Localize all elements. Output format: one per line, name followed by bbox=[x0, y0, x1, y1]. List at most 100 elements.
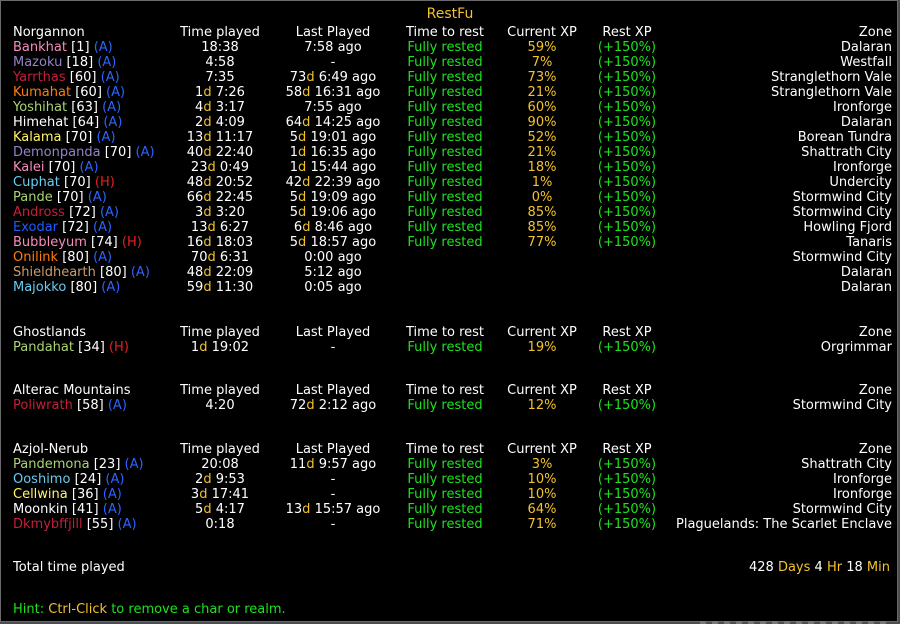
time-played-time-value: 4:20 bbox=[205, 398, 235, 413]
time-played: 3d 17:41 bbox=[180, 487, 260, 502]
character-level: [63] bbox=[71, 100, 98, 115]
time-played: 48d 20:52 bbox=[180, 175, 260, 190]
realm-name[interactable]: Alterac Mountains bbox=[13, 383, 131, 398]
faction-value: A bbox=[101, 130, 111, 145]
time-played-time-value: 6:31 bbox=[219, 250, 250, 265]
character-cell[interactable]: Pandemona [23] (A) bbox=[13, 457, 144, 472]
time-played-time-value: 19:02 bbox=[211, 340, 250, 355]
character-name: Shieldhearth bbox=[13, 265, 96, 280]
time-played: 23d 0:49 bbox=[180, 160, 260, 175]
character-cell[interactable]: Onilink [80] (A) bbox=[13, 250, 112, 265]
character-cell[interactable]: Ooshimo [24] (A) bbox=[13, 472, 124, 487]
character-cell[interactable]: Demonpanda [70] (A) bbox=[13, 145, 155, 160]
character-cell[interactable]: Cuphat [70] (H) bbox=[13, 175, 115, 190]
rest-xp: (+150%) bbox=[597, 398, 657, 413]
character-row[interactable]: Yarrthas [60] (A) 7:35 73d 6:49 ago Fully r… bbox=[0, 70, 900, 85]
character-row[interactable]: Majokko [80] (A) 59d 11:30 0:05 ago Dalaran bbox=[0, 280, 900, 295]
character-row[interactable]: Kalei [70] (A) 23d 0:49 1d 15:44 ago Fully … bbox=[0, 160, 900, 175]
character-cell[interactable]: Andross [72] (A) bbox=[13, 205, 119, 220]
character-cell[interactable]: Yoshihat [63] (A) bbox=[13, 100, 121, 115]
character-row[interactable]: Yoshihat [63] (A) 4d 3:17 7:55 ago Fully re… bbox=[0, 100, 900, 115]
last-played-days-unit: d bbox=[298, 160, 307, 175]
character-level: [74] bbox=[91, 235, 118, 250]
character-row[interactable]: Himehat [64] (A) 2d 4:09 64d 14:25 ago Full… bbox=[0, 115, 900, 130]
character-row[interactable]: Onilink [80] (A) 70d 6:31 0:00 ago Stormwin… bbox=[0, 250, 900, 265]
time-played-days-value: 48 bbox=[186, 265, 204, 280]
total-hours-unit: Hr bbox=[826, 560, 843, 575]
character-row[interactable]: Mazoku [18] (A) 4:58 - Fully rested 7% (+150%… bbox=[0, 55, 900, 70]
character-row[interactable]: Bubbleyum [74] (H) 16d 18:03 5d 18:57 ago F… bbox=[0, 235, 900, 250]
character-cell[interactable]: Shieldhearth [80] (A) bbox=[13, 265, 150, 280]
character-cell[interactable]: Moonkin [41] (A) bbox=[13, 502, 122, 517]
last-played-days-value: 6 bbox=[293, 220, 303, 235]
character-row[interactable]: Kalama [70] (A) 13d 11:17 5d 19:01 ago Full… bbox=[0, 130, 900, 145]
character-cell[interactable]: Kumahat [60] (A) bbox=[13, 85, 125, 100]
character-level-value: 80 bbox=[67, 250, 84, 265]
character-row[interactable]: Bankhat [1] (A) 18:38 7:58 ago Fully rested… bbox=[0, 40, 900, 55]
character-cell[interactable]: Pandahat [34] (H) bbox=[13, 340, 129, 355]
character-name: Bankhat bbox=[13, 40, 67, 55]
realm-name[interactable]: Norgannon bbox=[13, 25, 85, 40]
character-row[interactable]: Moonkin [41] (A) 5d 4:17 13d 15:57 ago Full… bbox=[0, 502, 900, 517]
realm-name[interactable]: Ghostlands bbox=[13, 325, 86, 340]
time-played-days-unit: d bbox=[203, 145, 212, 160]
character-cell[interactable]: Exodar [72] (A) bbox=[13, 220, 112, 235]
rest-xp: (+150%) bbox=[597, 115, 657, 130]
character-name: Moonkin bbox=[13, 502, 68, 517]
current-xp: 90% bbox=[527, 115, 557, 130]
character-cell[interactable]: Himehat [64] (A) bbox=[13, 115, 122, 130]
character-row[interactable]: Pandahat [34] (H) 1d 19:02 - Fully rested 19… bbox=[0, 340, 900, 355]
header-time-played: Time played bbox=[180, 325, 260, 340]
character-cell[interactable]: Cellwina [36] (A) bbox=[13, 487, 122, 502]
character-row[interactable]: Shieldhearth [80] (A) 48d 22:09 5:12 ago Da… bbox=[0, 265, 900, 280]
character-cell[interactable]: Dkmybffjill [55] (A) bbox=[13, 517, 137, 532]
time-played-days-value: 1 bbox=[190, 340, 200, 355]
time-to-rest: Fully rested bbox=[407, 70, 483, 85]
character-row[interactable]: Cellwina [36] (A) 3d 17:41 - Fully rested 10… bbox=[0, 487, 900, 502]
character-cell[interactable]: Yarrthas [60] (A) bbox=[13, 70, 120, 85]
character-row[interactable]: Kumahat [60] (A) 1d 7:26 58d 16:31 ago Full… bbox=[0, 85, 900, 100]
current-xp: 60% bbox=[527, 100, 557, 115]
character-name: Poliwrath bbox=[13, 398, 73, 413]
character-row[interactable]: Pande [70] (A) 66d 22:45 5d 19:09 ago Fully… bbox=[0, 190, 900, 205]
time-played: 18:38 bbox=[180, 40, 260, 55]
faction-badge: (A) bbox=[101, 280, 121, 295]
faction-value: A bbox=[107, 100, 117, 115]
realm-name[interactable]: Azjol-Nerub bbox=[13, 442, 89, 457]
character-row[interactable]: Poliwrath [58] (A) 4:20 72d 2:12 ago Fully … bbox=[0, 398, 900, 413]
character-level: [34] bbox=[78, 340, 105, 355]
character-cell[interactable]: Bubbleyum [74] (H) bbox=[13, 235, 142, 250]
current-xp: 1% bbox=[531, 175, 553, 190]
total-minutes-unit: Min bbox=[866, 560, 890, 575]
character-row[interactable]: Cuphat [70] (H) 48d 20:52 42d 22:39 ago Ful… bbox=[0, 175, 900, 190]
character-row[interactable]: Dkmybffjill [55] (A) 0:18 - Fully rested 71%… bbox=[0, 517, 900, 532]
rest-xp: (+150%) bbox=[597, 70, 657, 85]
character-row[interactable]: Exodar [72] (A) 13d 6:27 6d 8:46 ago Fully … bbox=[0, 220, 900, 235]
character-row[interactable]: Ooshimo [24] (A) 2d 9:53 - Fully rested 10% (… bbox=[0, 472, 900, 487]
last-played: 5d 18:57 ago bbox=[276, 235, 390, 250]
faction-badge: (A) bbox=[102, 100, 122, 115]
last-played: 0:00 ago bbox=[276, 250, 390, 265]
character-cell[interactable]: Poliwrath [58] (A) bbox=[13, 398, 127, 413]
character-cell[interactable]: Bankhat [1] (A) bbox=[13, 40, 113, 55]
character-row[interactable]: Pandemona [23] (A) 20:08 11d 9:57 ago Fully… bbox=[0, 457, 900, 472]
last-played-time-value: 2:12 ago bbox=[318, 398, 377, 413]
last-played: 72d 2:12 ago bbox=[276, 398, 390, 413]
rest-xp: (+150%) bbox=[597, 40, 657, 55]
rest-xp: (+150%) bbox=[597, 487, 657, 502]
time-played-days-value: 3 bbox=[195, 205, 204, 220]
last-played-time-value: 0:05 ago bbox=[304, 280, 362, 295]
character-row[interactable]: Andross [72] (A) 3d 3:20 5d 19:06 ago Fully… bbox=[0, 205, 900, 220]
time-played: 59d 11:30 bbox=[180, 280, 260, 295]
character-cell[interactable]: Kalama [70] (A) bbox=[13, 130, 116, 145]
time-played-days-value: 13 bbox=[190, 220, 208, 235]
faction-badge: (A) bbox=[135, 145, 155, 160]
last-played-time-value: 18:57 ago bbox=[310, 235, 377, 250]
character-row[interactable]: Demonpanda [70] (A) 40d 22:40 1d 16:35 ago… bbox=[0, 145, 900, 160]
current-xp: 19% bbox=[527, 340, 557, 355]
header-time-played: Time played bbox=[180, 442, 260, 457]
character-cell[interactable]: Mazoku [18] (A) bbox=[13, 55, 116, 70]
character-cell[interactable]: Pande [70] (A) bbox=[13, 190, 107, 205]
character-cell[interactable]: Majokko [80] (A) bbox=[13, 280, 120, 295]
character-cell[interactable]: Kalei [70] (A) bbox=[13, 160, 99, 175]
